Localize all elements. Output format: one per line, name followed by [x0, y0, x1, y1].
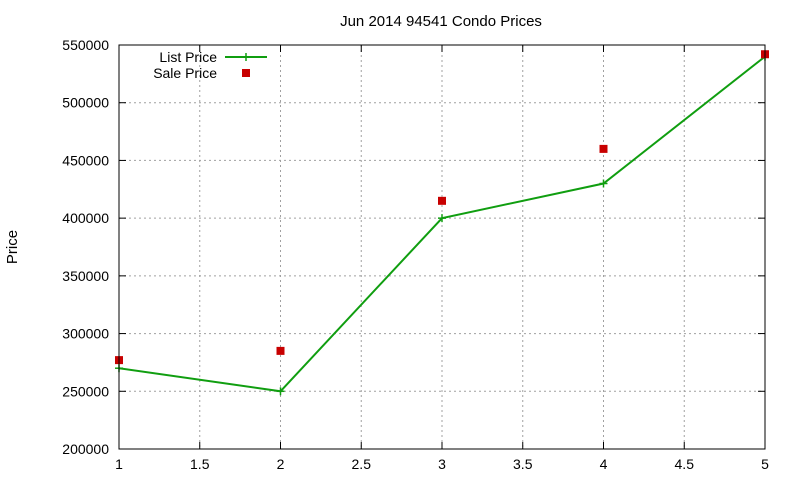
- x-tick-label: 2.5: [352, 456, 372, 472]
- x-tick-label: 2: [277, 456, 285, 472]
- sale-price-point: [438, 196, 446, 205]
- list-price-series: [115, 52, 769, 396]
- series-layer: [115, 50, 769, 396]
- x-tick-label: 1: [115, 456, 123, 472]
- y-tick-label: 250000: [62, 383, 109, 399]
- x-tick-label: 4: [600, 456, 608, 472]
- y-tick-label: 400000: [62, 210, 109, 226]
- list-price-point: [438, 214, 446, 223]
- list-price-point: [599, 179, 608, 188]
- list-price-point: [276, 387, 285, 396]
- ticks: 1 1.5 2 2.5 3 3.5 4 4.5 5 200000 250000 300000 35000…: [62, 37, 769, 472]
- y-tick-label: 200000: [62, 441, 109, 457]
- y-tick-label: 450000: [62, 152, 109, 168]
- sale-price-point: [276, 346, 285, 355]
- legend-item-sale-price: Sale Price: [153, 65, 250, 81]
- x-tick-label: 4.5: [675, 456, 695, 472]
- legend-item-list-price: List Price: [159, 49, 267, 65]
- sale-price-series: [115, 50, 769, 365]
- grid: [119, 45, 765, 449]
- x-tick-label: 3.5: [513, 456, 533, 472]
- legend-marker: [242, 69, 250, 77]
- y-tick-label: 350000: [62, 268, 109, 284]
- x-tick-label: 1.5: [190, 456, 210, 472]
- y-tick-label: 300000: [62, 326, 109, 342]
- x-tick-label: 5: [761, 456, 769, 472]
- sale-price-point: [599, 144, 608, 153]
- chart-title: Jun 2014 94541 Condo Prices: [340, 13, 542, 30]
- legend-marker: [242, 53, 250, 61]
- x-tick-label: 3: [438, 456, 446, 472]
- legend-label: Sale Price: [153, 65, 217, 81]
- y-axis-label: Price: [4, 230, 21, 264]
- y-tick-label: 550000: [62, 37, 109, 53]
- y-tick-label: 500000: [62, 95, 109, 111]
- legend-label: List Price: [159, 49, 217, 65]
